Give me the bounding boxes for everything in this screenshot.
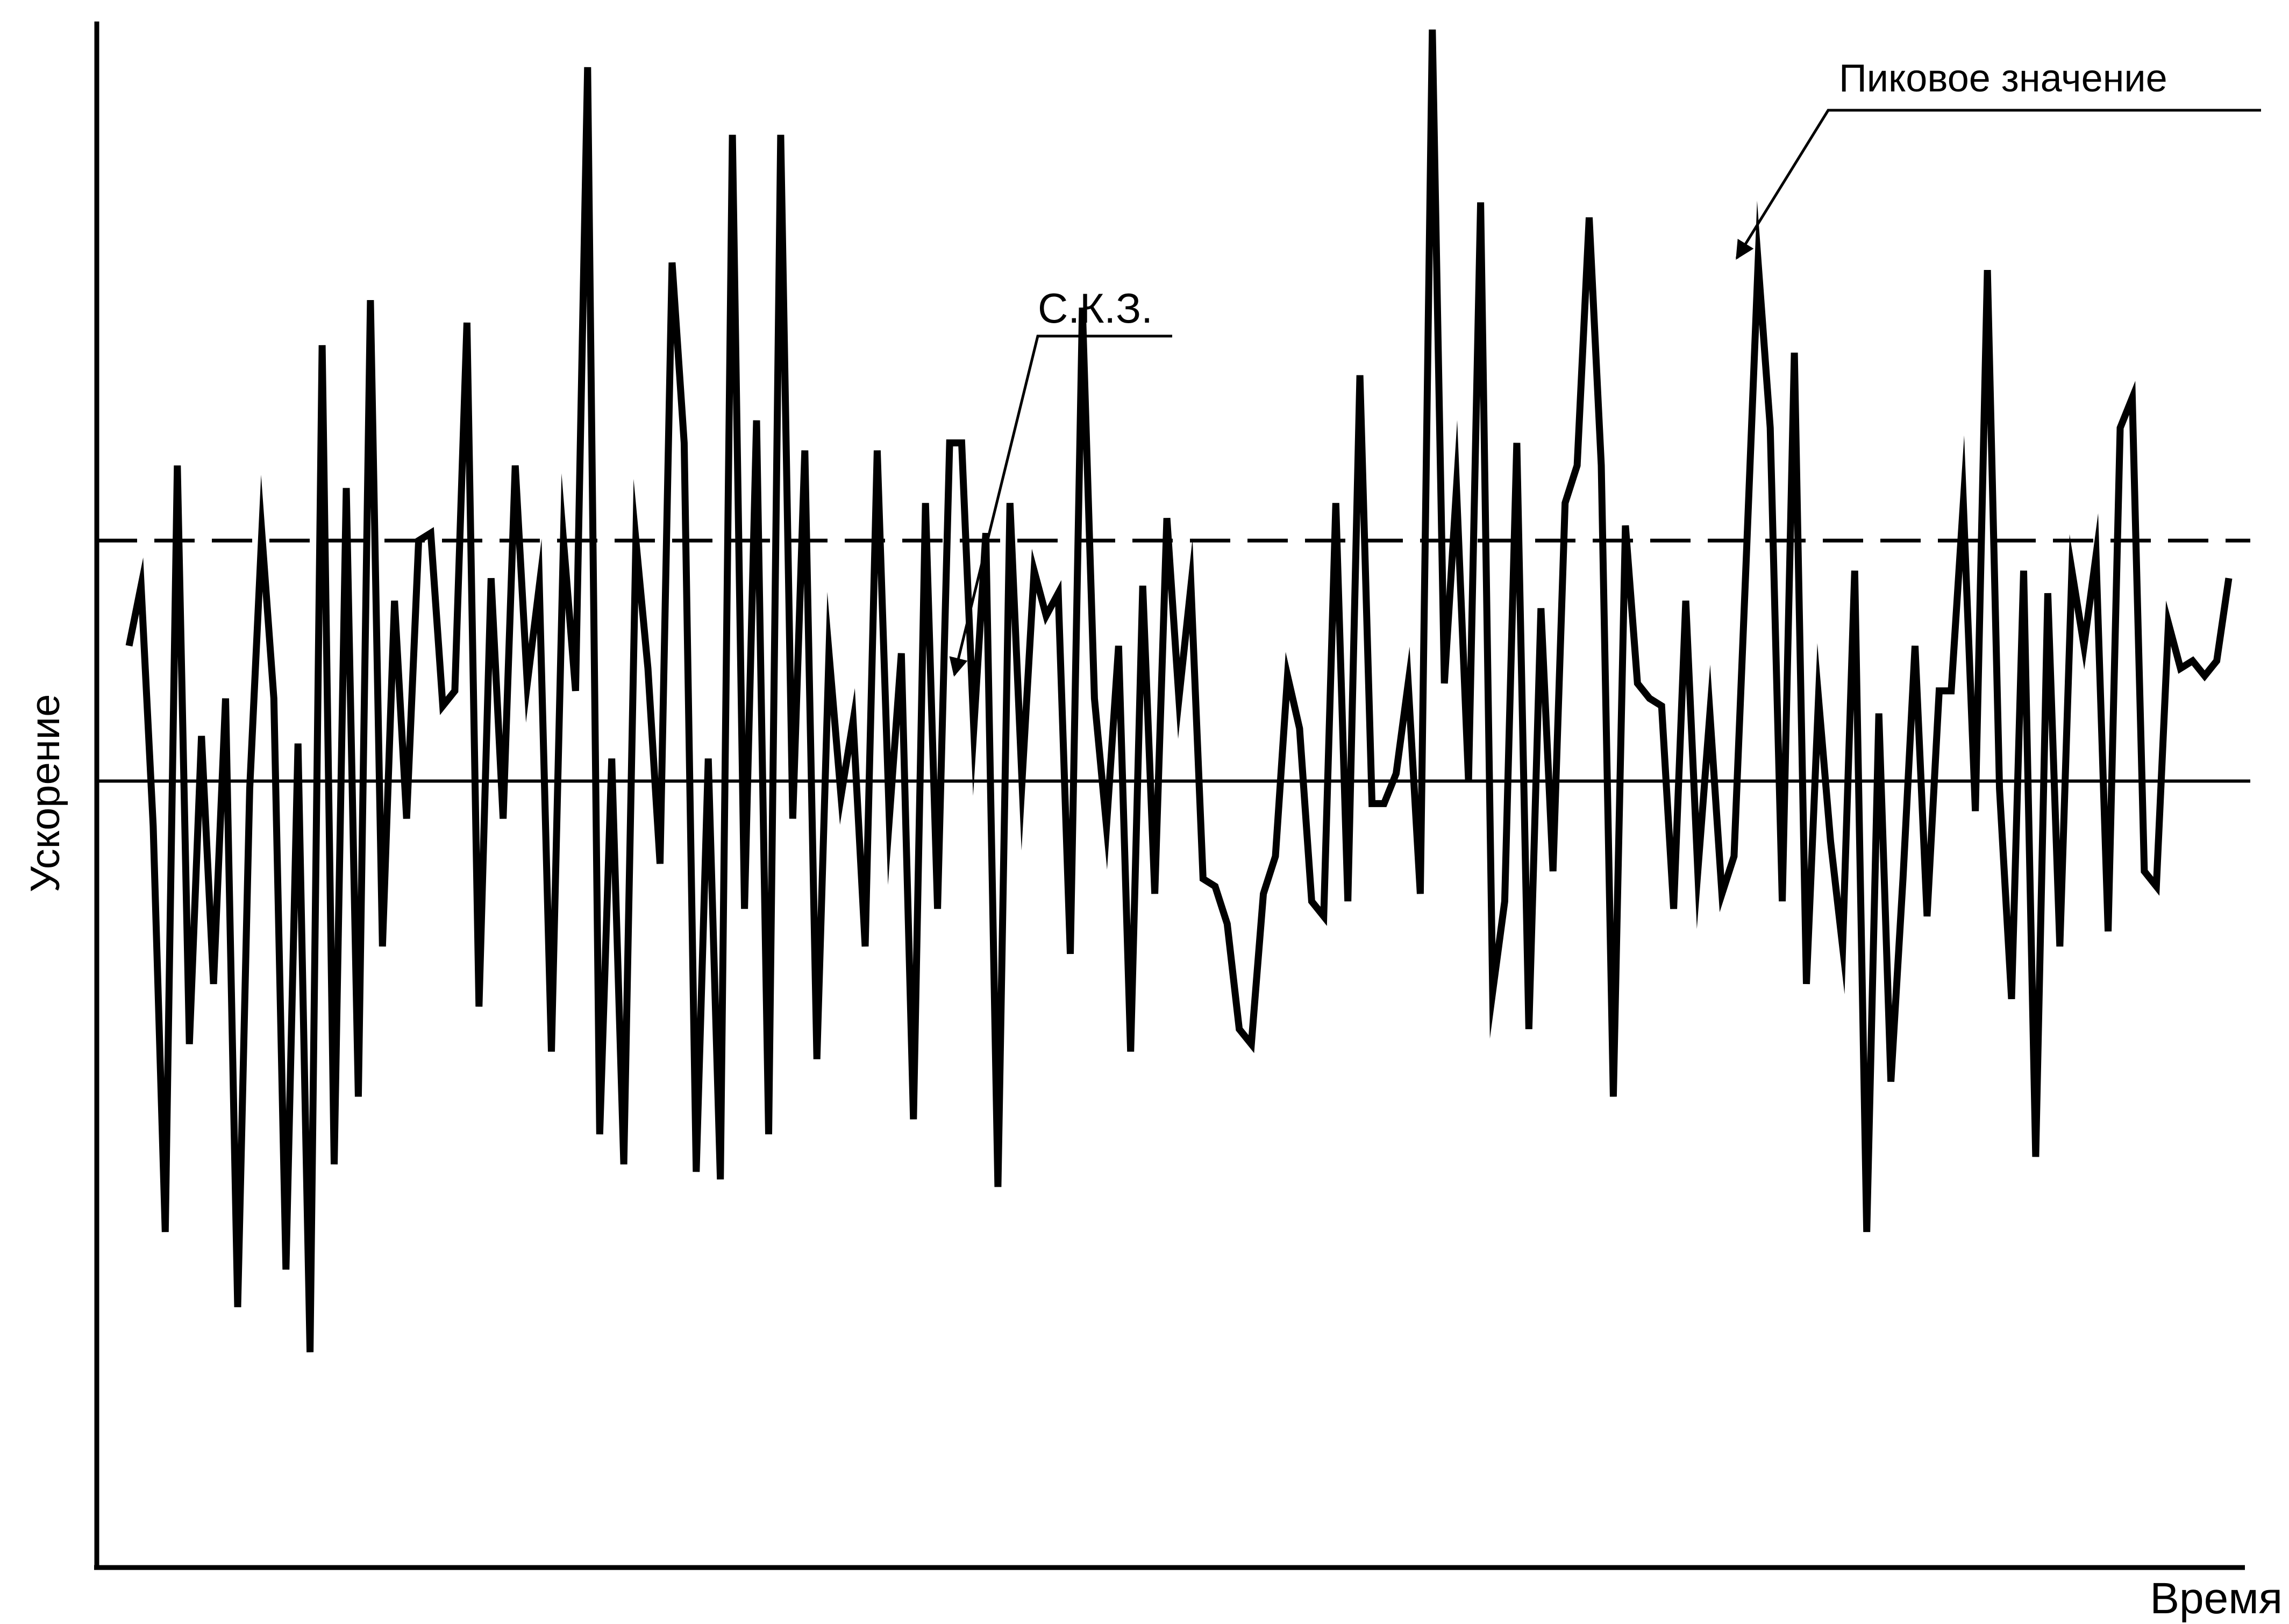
y-axis-label: Ускорение: [23, 694, 68, 893]
peak-annotation-leader: [1735, 109, 2261, 260]
rms-label: С.К.З.: [1038, 284, 1153, 332]
rms-annotation-leader: [949, 334, 1172, 677]
acceleration-series: [125, 29, 2233, 1352]
x-axis-label: Время: [2150, 1574, 2283, 1623]
peak-label: Пиковое значение: [1839, 57, 2167, 100]
